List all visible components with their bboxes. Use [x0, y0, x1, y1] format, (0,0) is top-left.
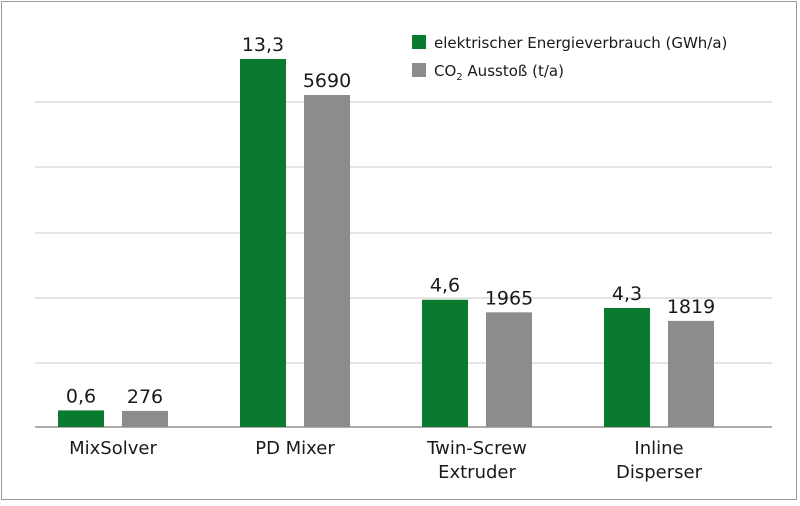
category-label-2-0: Twin-Screw	[426, 438, 527, 459]
bar-energy-1	[240, 59, 286, 427]
value-label-co2-0: 276	[127, 386, 163, 408]
gridlines	[35, 101, 772, 428]
bar-energy-3	[604, 308, 650, 427]
category-labels: MixSolver PD Mixer Twin-Screw Extruder Inlin…	[69, 438, 702, 483]
bar-co2-0	[122, 410, 168, 427]
category-label-1-0: PD Mixer	[255, 438, 335, 459]
bar-energy-2	[422, 299, 468, 427]
legend: elektrischer Energieverbrauch (GWh/a) CO2…	[412, 34, 727, 83]
category-label-0-0: MixSolver	[69, 438, 157, 459]
value-label-energy-2: 4,6	[430, 275, 460, 297]
bar-co2-1	[304, 95, 350, 427]
value-label-co2-2: 1965	[485, 287, 533, 309]
legend-label-co2: CO2 Ausstoß (t/a)	[434, 62, 564, 83]
bar-energy-0	[58, 410, 104, 427]
category-label-2-1: Extruder	[438, 462, 516, 483]
value-label-co2-3: 1819	[667, 296, 715, 318]
bar-co2-2	[486, 312, 532, 427]
bars	[58, 59, 714, 427]
value-label-energy-0: 0,6	[66, 385, 96, 407]
category-label-3-1: Disperser	[616, 462, 703, 483]
legend-label-energy: elektrischer Energieverbrauch (GWh/a)	[434, 34, 727, 52]
value-labels: 0,6 276 13,3 5690 4,6 1965 4,3 1819	[66, 34, 715, 408]
bar-co2-3	[668, 320, 714, 427]
value-label-energy-1: 13,3	[242, 34, 284, 56]
category-label-3-0: Inline	[634, 438, 683, 459]
legend-swatch-co2	[412, 63, 426, 77]
legend-swatch-energy	[412, 35, 426, 49]
value-label-energy-3: 4,3	[612, 283, 642, 305]
value-label-co2-1: 5690	[303, 70, 351, 92]
